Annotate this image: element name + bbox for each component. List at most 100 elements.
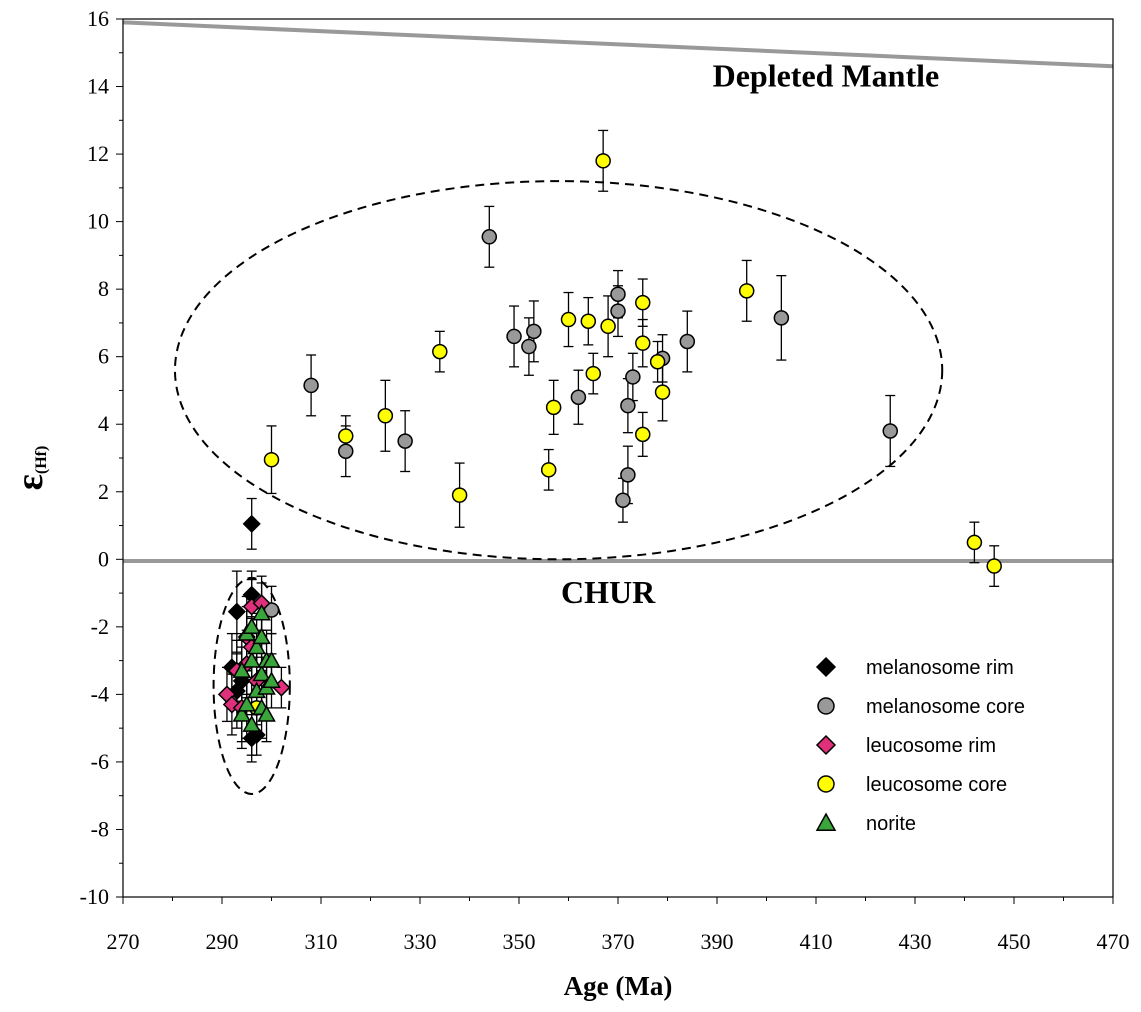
svg-text:ε(Hf): ε(Hf) bbox=[9, 446, 51, 491]
y-tick-label: -6 bbox=[91, 749, 109, 774]
x-tick-label: 370 bbox=[602, 929, 635, 954]
leucosome-core-point bbox=[263, 451, 280, 468]
melanosome-core-point bbox=[526, 323, 542, 340]
reference-lines bbox=[122, 20, 1114, 563]
x-tick-label: 450 bbox=[998, 929, 1031, 954]
melanosome-core-point bbox=[610, 303, 626, 319]
norite-point bbox=[242, 617, 261, 634]
leucosome-core-point bbox=[451, 487, 468, 503]
melanosome-core-point bbox=[610, 286, 626, 302]
melanosome-core-point bbox=[679, 333, 696, 350]
leucosome-core-point bbox=[635, 335, 651, 351]
norite-point bbox=[237, 694, 257, 712]
legend-item-norite: norite bbox=[815, 812, 916, 835]
y-tick-label: 12 bbox=[87, 141, 109, 166]
legend-marker-melanosome-rim bbox=[815, 656, 837, 678]
melanosome-rim-point bbox=[242, 514, 261, 533]
legend-label-leucosome-rim: leucosome rim bbox=[866, 735, 996, 757]
melanosome-core-point bbox=[773, 310, 790, 326]
legend-marker-norite bbox=[815, 812, 837, 831]
norite-point bbox=[252, 627, 271, 645]
y-axis: 16 14 12 10 8 6 4 2 0 -2 -4 -6 -8 -10 bbox=[80, 6, 123, 909]
x-tick-label: 470 bbox=[1097, 929, 1130, 954]
y-tick-label: 2 bbox=[98, 479, 109, 504]
data-points bbox=[217, 153, 1002, 748]
leucosome-core-point bbox=[738, 283, 755, 299]
y-tick-label: 16 bbox=[87, 6, 109, 31]
annotations: Depleted Mantle CHUR bbox=[561, 58, 939, 611]
leucosome-core-point bbox=[540, 462, 557, 478]
depleted-mantle-label: Depleted Mantle bbox=[713, 58, 940, 94]
leucosome-core-point bbox=[560, 311, 577, 328]
group-ellipse-1 bbox=[173, 180, 944, 561]
melanosome-core-point bbox=[506, 328, 522, 345]
leucosome-core-point bbox=[580, 313, 597, 329]
x-tick-label: 310 bbox=[305, 929, 338, 954]
melanosome-core-point bbox=[338, 443, 354, 459]
leucosome-core-point bbox=[635, 426, 651, 443]
melanosome-core-point bbox=[625, 369, 641, 385]
y-tick-label: 14 bbox=[87, 74, 109, 99]
legend-item-leucosome-rim: leucosome rim bbox=[815, 734, 996, 757]
leucosome-core-point bbox=[600, 318, 616, 335]
x-axis-title: Age (Ma) bbox=[564, 971, 673, 1001]
norite-point bbox=[252, 664, 271, 682]
melanosome-core-point bbox=[615, 492, 631, 508]
legend-marker-leucosome-core bbox=[817, 775, 835, 793]
legend-label-melanosome-core: melanosome core bbox=[866, 696, 1025, 718]
y-tick-label: 6 bbox=[98, 344, 109, 369]
y-tick-label: 0 bbox=[98, 546, 109, 571]
y-tick-label: 10 bbox=[87, 209, 109, 234]
norite-point bbox=[262, 651, 281, 668]
leucosome-core-point bbox=[649, 354, 666, 370]
leucosome-core-point bbox=[966, 534, 983, 551]
legend-marker-melanosome-core bbox=[817, 697, 835, 715]
x-tick-label: 290 bbox=[206, 929, 239, 954]
leucosome-core-point bbox=[338, 428, 354, 444]
y-axis-title-symbol: ε bbox=[9, 474, 51, 490]
leucosome-core-point bbox=[654, 384, 671, 400]
leucosome-core-point bbox=[595, 153, 611, 169]
melanosome-core-point bbox=[481, 229, 498, 245]
y-tick-label: -4 bbox=[91, 681, 109, 706]
legend-label-leucosome-core: leucosome core bbox=[866, 774, 1007, 796]
leucosome-core-point bbox=[585, 365, 601, 382]
leucosome-core-point bbox=[432, 343, 448, 360]
norite-point bbox=[232, 661, 252, 678]
norite-point bbox=[257, 705, 276, 722]
chur-label: CHUR bbox=[561, 574, 656, 610]
norite-point bbox=[242, 715, 261, 732]
norite-point bbox=[242, 651, 261, 668]
x-tick-label: 270 bbox=[107, 929, 140, 954]
melanosome-core-point bbox=[397, 433, 413, 449]
melanosome-core-point bbox=[521, 338, 537, 355]
y-tick-label: -10 bbox=[80, 884, 109, 909]
x-axis: 270 290 310 330 350 370 390 410 430 450 470 bbox=[107, 897, 1130, 954]
leucosome-core-point bbox=[635, 294, 651, 311]
depleted-mantle-line bbox=[122, 20, 1114, 69]
legend-item-leucosome-core: leucosome core bbox=[817, 774, 1007, 796]
legend-marker-leucosome-rim bbox=[815, 734, 837, 756]
leucosome-core-point bbox=[986, 558, 1002, 574]
leucosome-core-point bbox=[377, 408, 394, 424]
y-axis-title: ε(Hf) bbox=[9, 446, 51, 491]
x-tick-label: 330 bbox=[404, 929, 437, 954]
melanosome-rim-point bbox=[227, 602, 246, 621]
y-tick-label: 8 bbox=[98, 276, 109, 301]
legend: melanosome rim melanosome core leucosome r… bbox=[815, 656, 1025, 835]
x-tick-label: 390 bbox=[701, 929, 734, 954]
norite-point bbox=[252, 603, 271, 621]
y-tick-label: -2 bbox=[91, 614, 109, 639]
x-tick-label: 350 bbox=[503, 929, 536, 954]
legend-label-norite: norite bbox=[866, 813, 916, 835]
melanosome-core-point bbox=[303, 377, 319, 394]
x-tick-label: 430 bbox=[899, 929, 932, 954]
norite-point bbox=[247, 637, 266, 655]
norite-point bbox=[232, 705, 252, 722]
y-tick-label: 4 bbox=[98, 411, 109, 436]
legend-label-melanosome-rim: melanosome rim bbox=[866, 657, 1014, 679]
melanosome-core-point bbox=[570, 389, 587, 405]
y-axis-title-subscript: (Hf) bbox=[33, 446, 50, 474]
